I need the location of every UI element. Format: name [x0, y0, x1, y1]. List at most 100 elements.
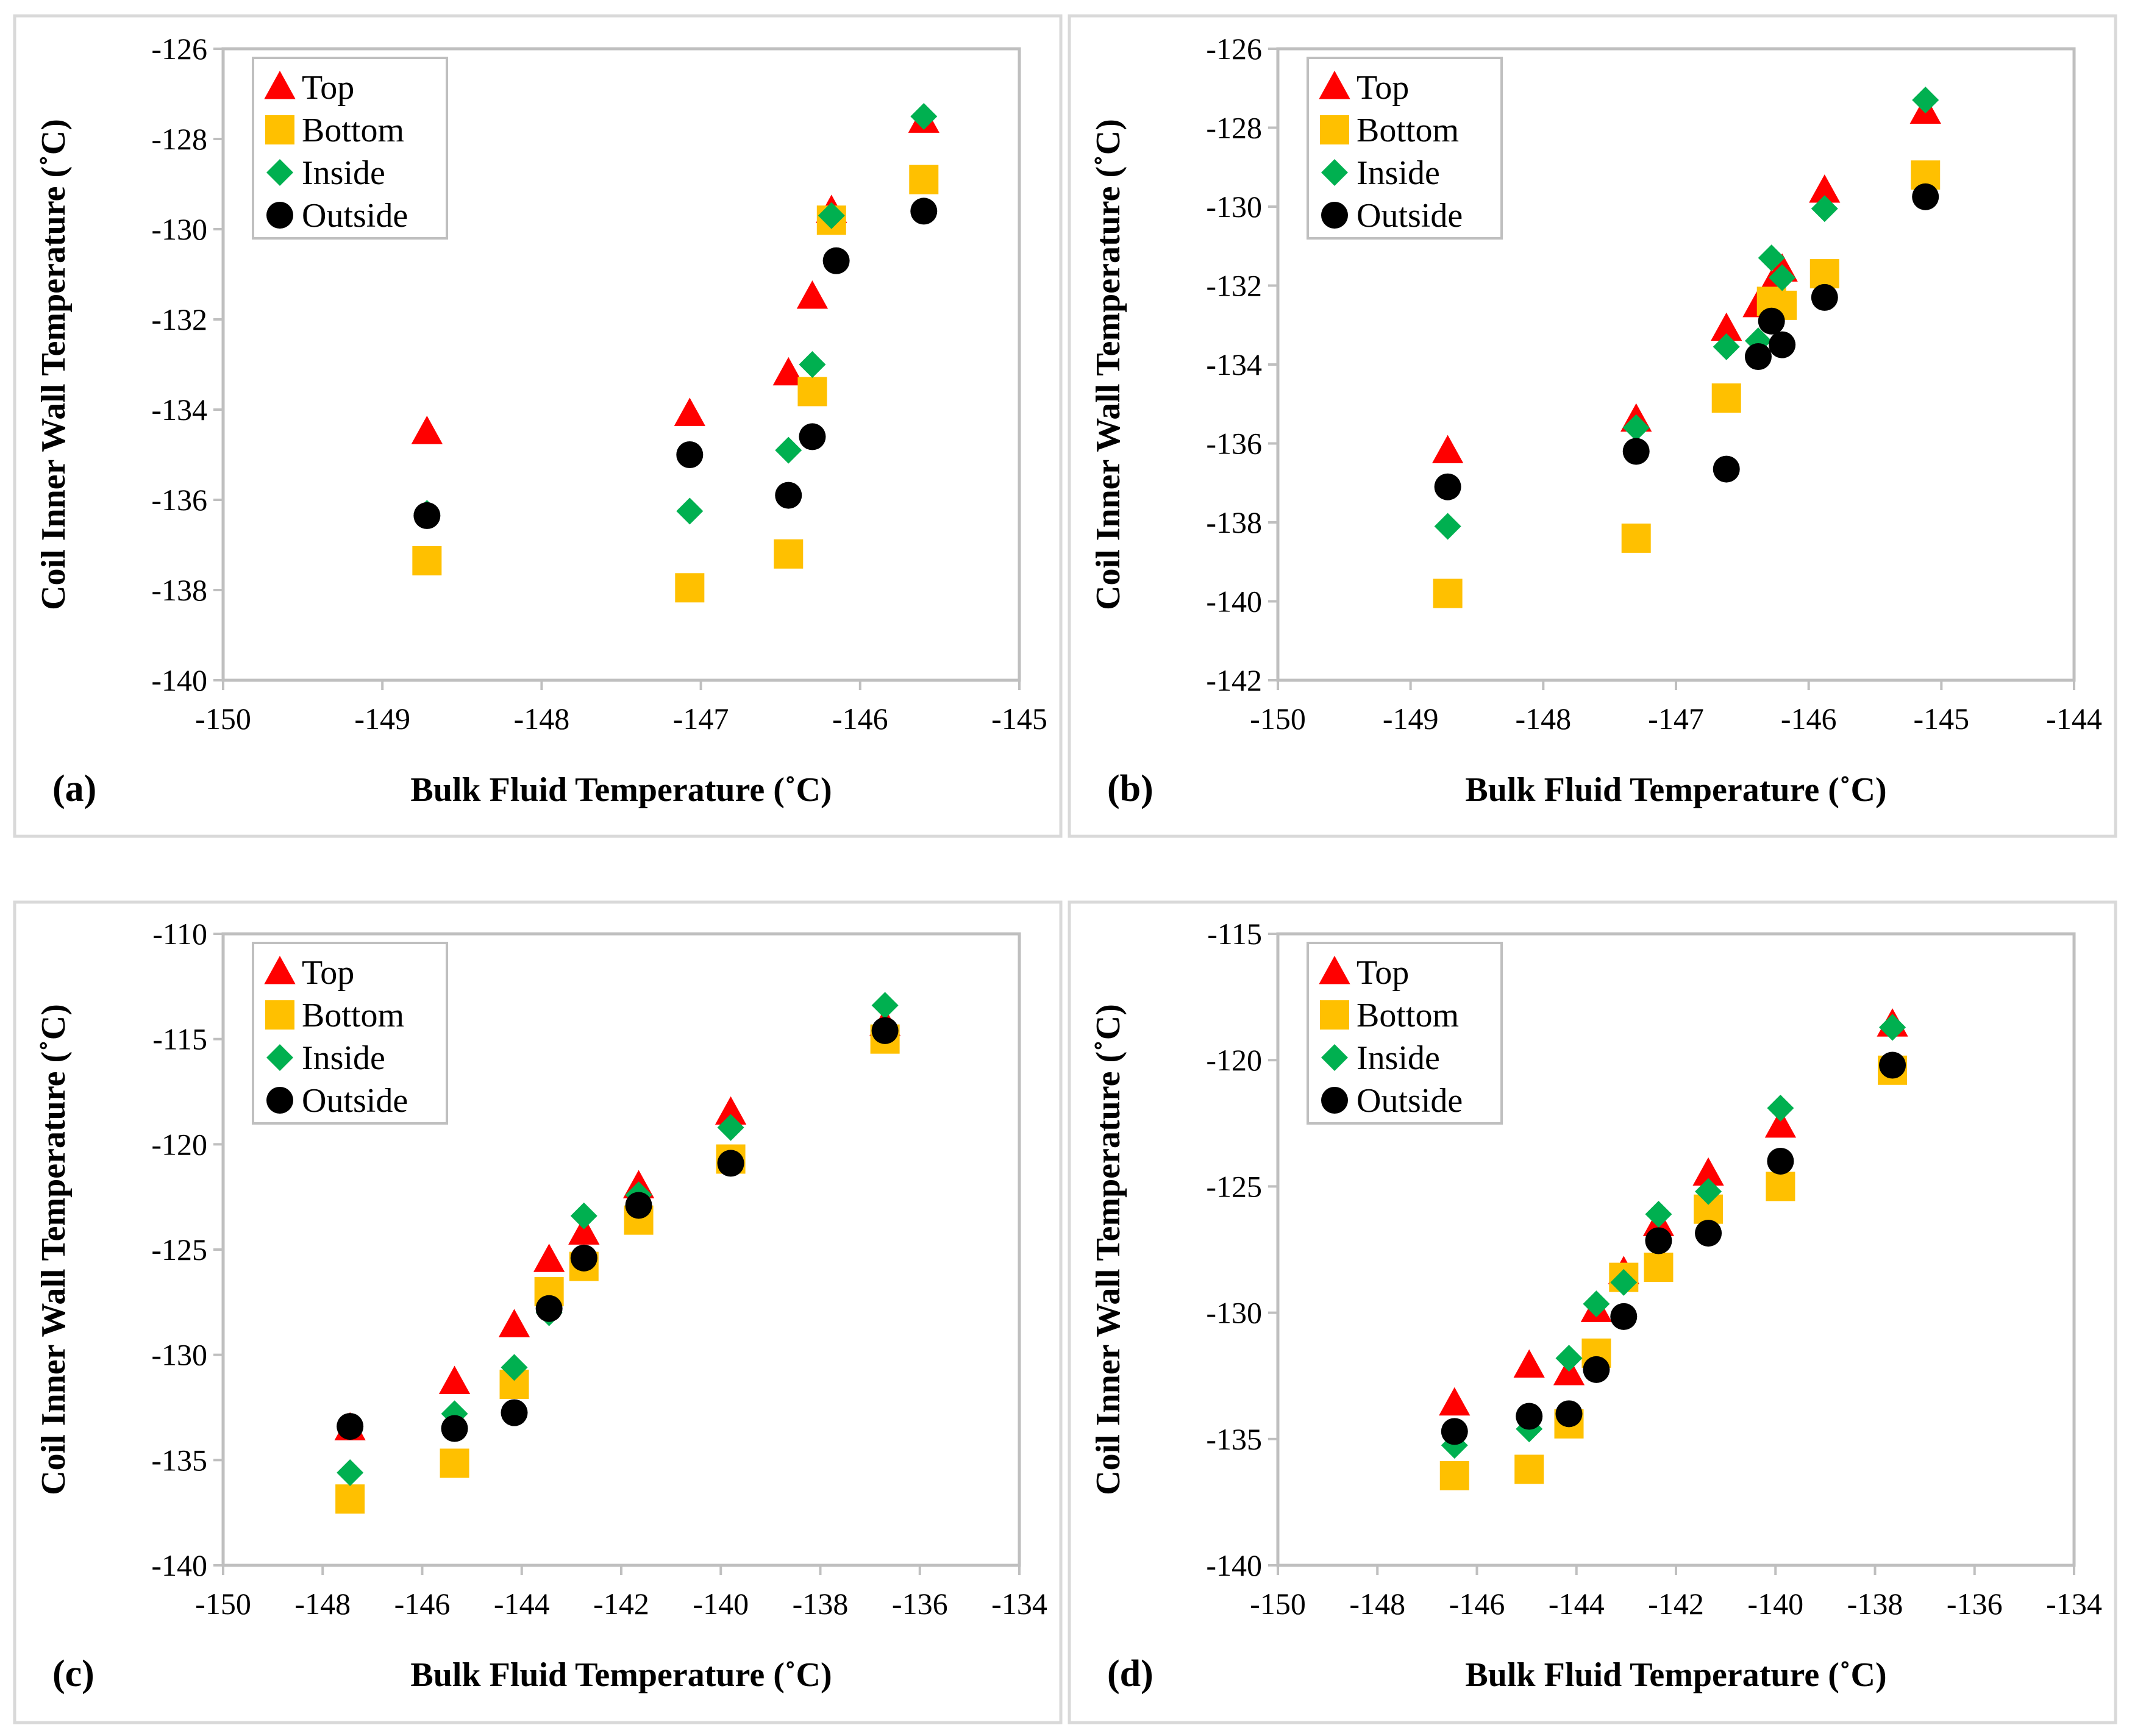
data-point-inside — [717, 1114, 744, 1141]
legend-marker-outside — [1321, 1087, 1348, 1114]
data-point-bottom — [675, 573, 705, 603]
data-point-outside — [501, 1399, 528, 1426]
y-tick-label: -136 — [1206, 427, 1262, 461]
x-tick-label: -146 — [832, 702, 888, 736]
x-tick-label: -150 — [195, 1587, 251, 1621]
y-tick-label: -130 — [151, 1338, 207, 1372]
x-axis-label: Bulk Fluid Temperature (˚C) — [1465, 1656, 1886, 1694]
x-tick-label: -150 — [195, 702, 251, 736]
legend-marker-top — [264, 956, 296, 984]
data-point-bottom — [412, 546, 442, 575]
x-tick-label: -148 — [1516, 702, 1572, 736]
data-point-inside — [871, 992, 899, 1019]
legend-label-inside: Inside — [302, 1039, 385, 1077]
data-point-bottom — [1809, 259, 1839, 289]
x-tick-label: -147 — [1648, 702, 1704, 736]
y-tick-label: -128 — [151, 122, 207, 156]
legend-marker-bottom — [265, 1000, 294, 1030]
data-point-bottom — [797, 377, 827, 407]
x-tick-label: -147 — [673, 702, 729, 736]
legend-label-bottom: Bottom — [1357, 112, 1459, 149]
series-inside — [1434, 87, 1939, 540]
data-point-outside — [1583, 1356, 1610, 1383]
data-point-outside — [1912, 183, 1939, 210]
legend-marker-bottom — [1320, 115, 1349, 144]
legend: Top Bottom Inside Outside — [252, 57, 448, 240]
legend-marker-inside — [1321, 159, 1348, 186]
data-point-top — [796, 280, 829, 309]
y-tick-label: -120 — [151, 1127, 207, 1161]
legend-marker-top — [1319, 71, 1350, 99]
x-tick-label: -142 — [593, 1587, 649, 1621]
data-point-bottom — [774, 539, 804, 569]
data-point-outside — [1769, 331, 1796, 358]
data-point-top — [1764, 1109, 1797, 1138]
panel-d: -140 -135 -130 -125 -120 -115 -150 -148 -146 -144… — [1068, 900, 2117, 1724]
x-tick-label: -149 — [354, 702, 410, 736]
legend-marker-outside — [266, 202, 293, 229]
data-point-inside — [1434, 513, 1461, 540]
y-tick-label: -126 — [1206, 32, 1262, 66]
data-point-inside — [1912, 87, 1939, 114]
data-point-inside — [910, 103, 938, 130]
data-point-top — [1809, 174, 1841, 203]
x-tick-label: -146 — [1449, 1587, 1505, 1621]
data-point-top — [568, 1216, 600, 1245]
legend: Top Bottom Inside Outside — [1307, 942, 1503, 1125]
data-point-outside — [822, 247, 850, 274]
y-tick-label: -138 — [151, 573, 207, 607]
panel-frame — [13, 14, 1063, 838]
x-tick-label: -149 — [1383, 702, 1439, 736]
data-point-outside — [1441, 1418, 1468, 1445]
data-point-inside — [1645, 1200, 1672, 1228]
panel-letter: (d) — [1107, 1653, 1153, 1695]
y-tick-label: -134 — [151, 393, 207, 427]
data-point-bottom — [1439, 1460, 1469, 1490]
panel-letter: (a) — [52, 768, 96, 809]
data-point-bottom — [1514, 1454, 1544, 1484]
y-tick-label: -140 — [1206, 585, 1262, 619]
data-point-top — [533, 1243, 565, 1272]
legend-marker-outside — [266, 1087, 293, 1114]
data-point-top — [1711, 312, 1742, 341]
data-point-inside — [1622, 414, 1650, 441]
x-axis-label: Bulk Fluid Temperature (˚C) — [410, 771, 832, 809]
legend-label-top: Top — [1357, 954, 1409, 992]
panel-a: -140 -138 -136 -134 -132 -130 -128 -126 -150 -149… — [13, 14, 1063, 838]
x-tick-label: -146 — [394, 1587, 451, 1621]
data-point-inside — [676, 497, 704, 525]
data-point-outside — [625, 1192, 652, 1219]
data-point-outside — [413, 502, 441, 529]
legend-label-bottom: Bottom — [302, 997, 404, 1034]
legend-label-bottom: Bottom — [302, 112, 404, 149]
x-tick-label: -148 — [294, 1587, 351, 1621]
data-point-inside — [1879, 1014, 1906, 1041]
legend-marker-inside — [266, 159, 293, 186]
legend-marker-outside — [1321, 202, 1348, 229]
data-point-outside — [1645, 1227, 1672, 1254]
data-point-outside — [1622, 438, 1650, 465]
data-point-inside — [1769, 264, 1796, 291]
x-tick-label: -136 — [892, 1587, 948, 1621]
y-tick-label: -142 — [1206, 663, 1262, 697]
data-point-outside — [570, 1244, 597, 1272]
x-tick-label: -145 — [991, 702, 1047, 736]
data-point-inside — [1713, 333, 1740, 360]
data-point-inside — [337, 1459, 364, 1487]
x-tick-label: -148 — [1349, 1587, 1405, 1621]
y-tick-label: -115 — [152, 1022, 207, 1056]
panel-b: -142 -140 -138 -136 -134 -132 -130 -128 -126 -150… — [1068, 14, 2117, 838]
data-point-outside — [717, 1150, 744, 1177]
data-point-top — [411, 416, 443, 444]
x-tick-label: -144 — [494, 1587, 550, 1621]
legend-marker-inside — [266, 1044, 293, 1071]
x-tick-label: -140 — [693, 1587, 749, 1621]
series-outside — [1434, 183, 1939, 500]
data-point-inside — [1583, 1290, 1610, 1318]
legend-label-outside: Outside — [302, 197, 408, 235]
data-point-bottom — [440, 1448, 469, 1478]
y-tick-label: -130 — [1206, 1296, 1262, 1330]
legend-label-outside: Outside — [302, 1082, 408, 1120]
series-outside — [1441, 1051, 1906, 1445]
